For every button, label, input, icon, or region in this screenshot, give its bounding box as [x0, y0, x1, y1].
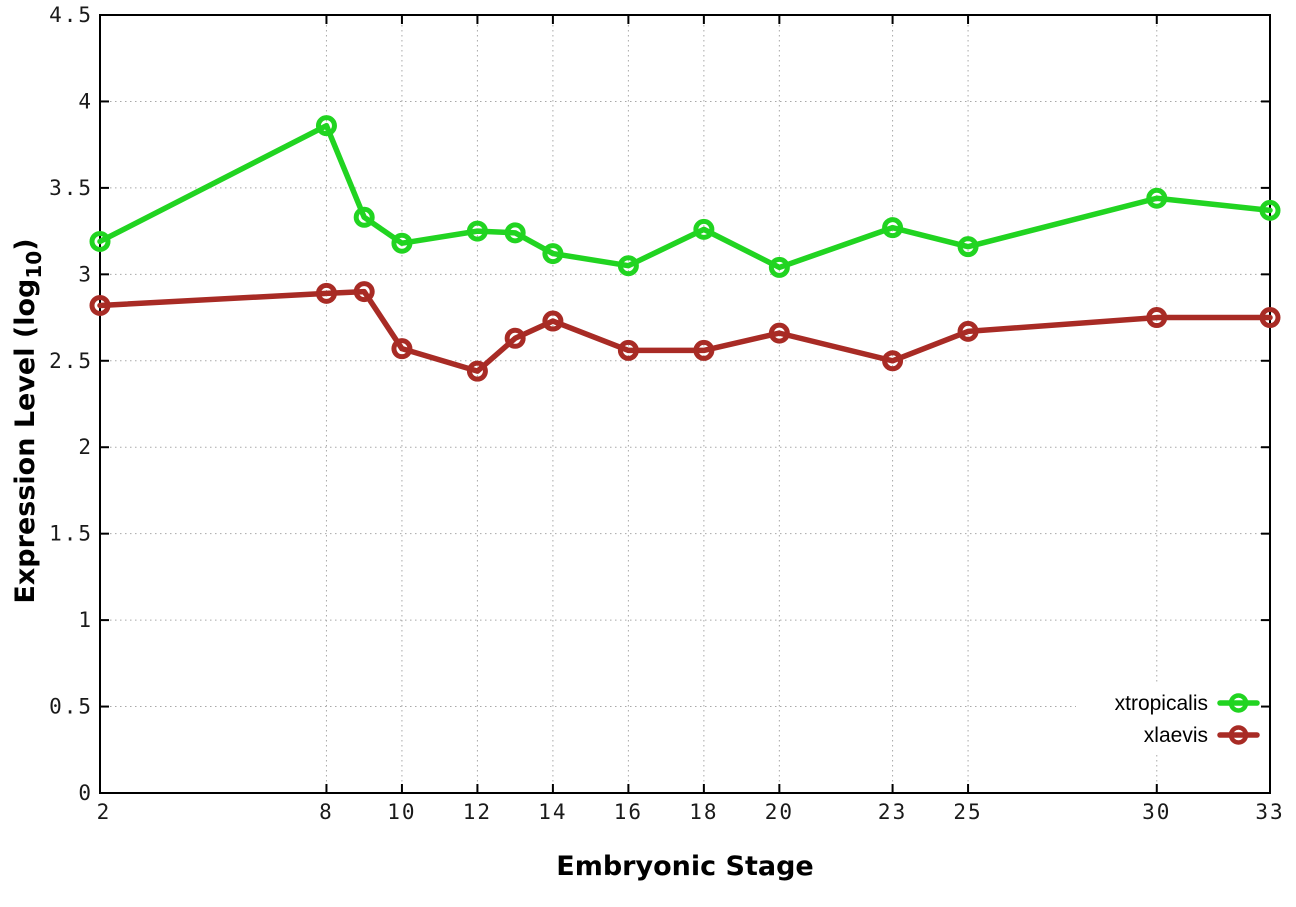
data-series [89, 115, 1281, 382]
data-point-xtropicalis [957, 236, 979, 258]
y-tick-label: 2.5 [49, 349, 93, 373]
legend-marker-xtropicalis [1228, 693, 1249, 713]
data-point-xlaevis [617, 339, 639, 361]
x-axis-label: Embryonic Stage [556, 851, 813, 882]
data-point-xlaevis [504, 327, 526, 349]
data-point-xlaevis [882, 350, 904, 372]
data-point-xtropicalis [89, 230, 111, 252]
data-point-xlaevis [768, 322, 790, 344]
plot-border [99, 14, 1271, 794]
y-tick-label: 1 [78, 608, 93, 632]
y-tick-label: 3 [78, 262, 93, 286]
y-tick-label: 3.5 [49, 176, 93, 200]
data-point-xlaevis [1146, 307, 1168, 329]
x-tick-label: 20 [765, 800, 794, 824]
legend: xtropicalis xlaevis [1115, 692, 1260, 747]
data-point-xtropicalis [353, 206, 375, 228]
x-tick-label: 18 [689, 800, 718, 824]
data-point-xlaevis [391, 338, 413, 360]
x-tick-label: 30 [1142, 800, 1171, 824]
x-tick-label: 12 [463, 800, 492, 824]
data-point-xlaevis [353, 281, 375, 303]
x-tick-label: 16 [614, 800, 643, 824]
data-point-xlaevis [89, 294, 111, 316]
series-line-xlaevis [97, 288, 1273, 374]
y-tick-label: 0.5 [49, 695, 93, 719]
legend-label-xlaevis: xlaevis [1144, 724, 1208, 747]
axis-ticks [99, 14, 1271, 794]
data-point-xtropicalis [504, 222, 526, 244]
data-point-xlaevis [957, 320, 979, 342]
data-point-xlaevis [693, 339, 715, 361]
data-point-xtropicalis [617, 255, 639, 277]
legend-label-xtropicalis: xtropicalis [1115, 692, 1208, 715]
y-tick-label: 0 [78, 781, 93, 805]
data-point-xtropicalis [1146, 187, 1168, 209]
gridlines [100, 15, 1270, 793]
x-tick-label: 14 [538, 800, 567, 824]
data-point-xtropicalis [693, 218, 715, 240]
data-point-xtropicalis [1259, 199, 1281, 221]
y-axis-label: Expression Level (log10) [10, 238, 46, 603]
data-point-xtropicalis [391, 232, 413, 254]
y-tick-label: 1.5 [49, 522, 93, 546]
data-point-xtropicalis [466, 220, 488, 242]
x-tick-label: 23 [878, 800, 907, 824]
data-point-xlaevis [466, 360, 488, 382]
x-tick-label: 2 [97, 800, 112, 824]
series-line-xtropicalis [97, 122, 1273, 271]
x-tick-label: 10 [387, 800, 416, 824]
data-point-xlaevis [1259, 307, 1281, 329]
data-point-xtropicalis [315, 115, 337, 137]
data-point-xtropicalis [882, 217, 904, 239]
y-tick-label: 4 [78, 89, 93, 113]
y-tick-label: 4.5 [49, 3, 93, 27]
data-point-xlaevis [315, 282, 337, 304]
x-tick-label: 33 [1255, 800, 1284, 824]
y-tick-label: 2 [78, 435, 93, 459]
x-tick-label: 25 [953, 800, 982, 824]
data-point-xlaevis [542, 310, 564, 332]
data-point-xtropicalis [768, 256, 790, 278]
tick-labels: 0 0.5 1 1.5 2 2.5 3 3.5 4 4.5 2 8 10 12 14 16 18 20 23 25 30… [49, 3, 1284, 824]
data-point-xtropicalis [542, 243, 564, 265]
legend-marker-xlaevis [1228, 725, 1249, 745]
x-tick-label: 8 [319, 800, 334, 824]
